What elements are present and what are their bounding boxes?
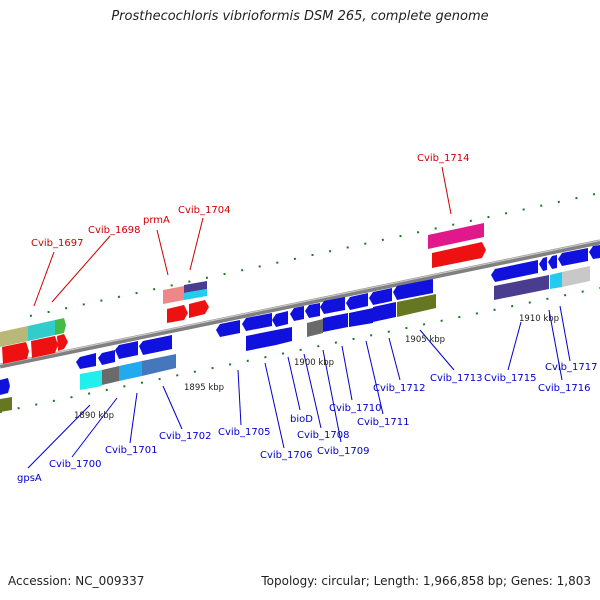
scale-label: 1890 kbp <box>74 411 114 421</box>
gene-label-cvib-1717[interactable]: Cvib_1717 <box>545 362 597 373</box>
map-title: Prosthecochloris vibrioformis DSM 265, c… <box>111 9 489 24</box>
gene-arrow[interactable] <box>323 313 348 332</box>
gene-label-biod[interactable]: bioD <box>290 414 313 425</box>
gene-arrow[interactable] <box>562 266 590 287</box>
scale-label: 1905 kbp <box>405 335 445 345</box>
gene-arrow[interactable] <box>242 313 272 331</box>
gene-arrow[interactable] <box>0 378 10 395</box>
gene-arrow[interactable] <box>139 335 172 355</box>
gene-arrow[interactable] <box>57 334 68 351</box>
gene-arrow[interactable] <box>0 326 28 347</box>
top-strand-genes <box>0 223 486 364</box>
tick-row-upper <box>29 192 600 317</box>
gene-label-prma[interactable]: prmA <box>143 215 170 226</box>
gene-arrow[interactable] <box>550 272 562 289</box>
gene-arrow[interactable] <box>307 319 323 337</box>
scale-labels: 1890 kbp 1895 kbp 1900 kbp 1905 kbp 1910… <box>74 314 559 421</box>
genome-backbone-highlight <box>0 239 600 366</box>
gene-label-cvib-1706[interactable]: Cvib_1706 <box>260 450 312 461</box>
gene-arrow[interactable] <box>373 302 396 322</box>
gene-arrow[interactable] <box>0 397 12 412</box>
gene-arrow[interactable] <box>98 350 115 365</box>
gene-arrow[interactable] <box>102 366 119 385</box>
gene-arrow[interactable] <box>397 294 436 317</box>
gene-label-cvib-1709[interactable]: Cvib_1709 <box>317 446 369 457</box>
gene-label-cvib-1716[interactable]: Cvib_1716 <box>538 383 590 394</box>
gene-arrow[interactable] <box>80 370 102 390</box>
gene-arrow[interactable] <box>548 255 557 269</box>
gene-arrow[interactable] <box>272 311 288 327</box>
gene-label-cvib-1714[interactable]: Cvib_1714 <box>417 153 469 164</box>
gene-label-cvib-1715[interactable]: Cvib_1715 <box>484 373 536 384</box>
gene-arrow[interactable] <box>349 308 373 327</box>
gene-label-cvib-1711[interactable]: Cvib_1711 <box>357 417 409 428</box>
gene-arrow[interactable] <box>320 297 345 314</box>
gene-label-cvib-1697[interactable]: Cvib_1697 <box>31 238 83 249</box>
gene-arrow[interactable] <box>305 303 320 318</box>
gene-arrow[interactable] <box>290 306 304 321</box>
gene-arrow[interactable] <box>246 330 276 351</box>
gene-arrow[interactable] <box>276 327 292 345</box>
gene-label-gpsa[interactable]: gpsA <box>17 473 42 484</box>
gene-arrow[interactable] <box>428 223 484 249</box>
gene-label-cvib-1701[interactable]: Cvib_1701 <box>105 445 157 456</box>
top-gene-labels: Cvib_1697 Cvib_1698 prmA Cvib_1704 Cvib_… <box>31 153 469 249</box>
gene-arrow[interactable] <box>119 361 142 381</box>
gene-arrow[interactable] <box>539 257 547 271</box>
top-label-leaders <box>33 166 452 307</box>
genome-backbone <box>0 239 600 369</box>
tick-row-lower <box>0 287 600 413</box>
gene-arrow[interactable] <box>494 275 549 300</box>
gene-label-cvib-1698[interactable]: Cvib_1698 <box>88 225 140 236</box>
scale-label: 1900 kbp <box>294 358 334 368</box>
accession-label: Accession: NC_009337 <box>8 574 145 588</box>
gene-arrow[interactable] <box>189 300 209 318</box>
gene-arrow[interactable] <box>142 354 176 376</box>
gene-arrow[interactable] <box>393 279 433 300</box>
gene-arrow[interactable] <box>346 293 368 310</box>
gene-label-cvib-1704[interactable]: Cvib_1704 <box>178 205 230 216</box>
gene-arrow[interactable] <box>31 336 58 358</box>
bottom-gene-labels: gpsA Cvib_1700 Cvib_1701 Cvib_1702 Cvib_… <box>17 362 597 484</box>
gene-label-cvib-1700[interactable]: Cvib_1700 <box>49 459 101 470</box>
gene-label-cvib-1705[interactable]: Cvib_1705 <box>218 427 270 438</box>
gene-arrow[interactable] <box>167 305 188 323</box>
genome-summary: Topology: circular; Length: 1,966,858 bp… <box>261 574 591 588</box>
gene-arrow[interactable] <box>558 248 588 266</box>
gene-arrow[interactable] <box>76 353 96 369</box>
gene-arrow[interactable] <box>115 341 138 359</box>
gene-arrow[interactable] <box>491 260 538 282</box>
gene-label-cvib-1712[interactable]: Cvib_1712 <box>373 383 425 394</box>
scale-label: 1895 kbp <box>184 383 224 393</box>
gene-arrow[interactable] <box>2 342 29 364</box>
bottom-label-leaders <box>27 305 571 469</box>
gene-label-cvib-1702[interactable]: Cvib_1702 <box>159 431 211 442</box>
gene-arrow[interactable] <box>432 242 486 268</box>
gene-label-cvib-1713[interactable]: Cvib_1713 <box>430 373 482 384</box>
gene-label-cvib-1710[interactable]: Cvib_1710 <box>329 403 381 414</box>
gene-arrow[interactable] <box>589 245 600 259</box>
gene-arrow[interactable] <box>369 288 392 305</box>
gene-arrow[interactable] <box>163 286 184 304</box>
gene-arrow[interactable] <box>28 320 55 341</box>
gene-arrow[interactable] <box>55 318 66 335</box>
gene-arrow[interactable] <box>216 320 240 337</box>
bottom-strand-genes <box>0 245 600 412</box>
scale-label: 1910 kbp <box>519 314 559 324</box>
gene-label-cvib-1708[interactable]: Cvib_1708 <box>297 430 349 441</box>
gene-arrow[interactable] <box>184 289 207 300</box>
